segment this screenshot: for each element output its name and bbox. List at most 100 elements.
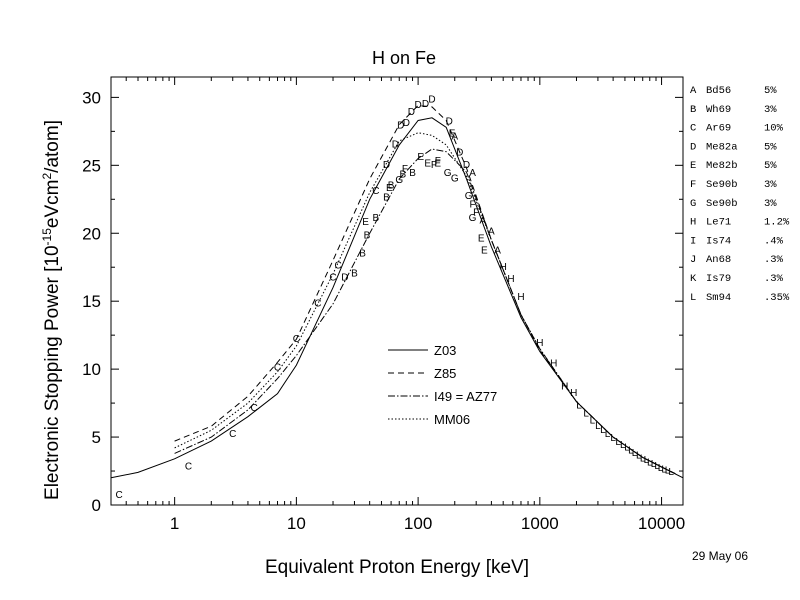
data-point-d: D [392, 140, 399, 151]
data-point-b: B [388, 180, 395, 191]
data-point-c: C [274, 362, 281, 373]
data-point-l: L [583, 409, 589, 420]
x-tick-label: 100 [404, 514, 432, 533]
data-point-b: B [359, 248, 366, 259]
source-error: 3% [764, 179, 777, 191]
data-point-d: D [408, 107, 415, 118]
data-point-e: E [434, 159, 441, 170]
source-ref: Bd56 [706, 85, 731, 97]
data-point-l: L [595, 421, 601, 432]
source-ref: Me82b [706, 160, 738, 172]
y-ticks: 0 5 10 15 20 25 30 [82, 88, 683, 515]
data-point-l: L [590, 415, 596, 426]
legend-label: Z85 [434, 366, 456, 381]
legend-label: Z03 [434, 343, 456, 358]
source-error: .4% [764, 235, 784, 247]
source-error: .35% [764, 292, 790, 304]
data-point-e: E [386, 183, 393, 194]
data-point-b: B [400, 169, 407, 180]
data-point-b: B [383, 193, 390, 204]
plot-frame [110, 76, 684, 506]
data-point-f: F [473, 208, 479, 219]
x-tick-label: 10 [287, 514, 306, 533]
data-point-e: E [481, 246, 488, 257]
data-point-l: L [665, 466, 671, 477]
data-point-a: A [451, 131, 458, 142]
legend: Z03 Z85 I49 = AZ77 MM06 [388, 343, 497, 427]
data-point-b: B [364, 231, 371, 242]
data-point-h: H [550, 358, 557, 369]
source-error: 1.2% [764, 217, 790, 229]
source-letter: C [690, 123, 696, 135]
data-point-c: C [185, 462, 192, 473]
data-point-c: C [334, 261, 341, 272]
source-ref: Se90b [706, 179, 738, 191]
x-tick-label: 1000 [521, 514, 559, 533]
source-error: 5% [764, 85, 777, 97]
y-tick-label: 15 [82, 292, 101, 311]
legend-label: I49 = AZ77 [434, 389, 497, 404]
source-ref: An68 [706, 254, 731, 266]
data-point-l: L [668, 467, 674, 478]
source-error: 5% [764, 160, 777, 172]
data-point-d: D [428, 95, 435, 106]
data-point-c: C [372, 186, 379, 197]
x-tick-label: 10000 [638, 514, 685, 533]
source-letter: J [690, 254, 696, 266]
curve-mm06 [174, 132, 676, 475]
data-point-d: D [456, 148, 463, 159]
data-point-d: D [403, 118, 410, 129]
data-point-c: C [293, 334, 300, 345]
source-letter: G [690, 198, 696, 210]
data-point-d: D [414, 100, 421, 111]
data-point-a: A [494, 246, 501, 257]
data-point-l: L [640, 453, 646, 464]
y-tick-label: 30 [82, 88, 101, 107]
source-table: A Bd56 5%B Wh69 3%C Ar69 10%D Me82a 5%E Me82b 5%F S… [690, 85, 790, 304]
data-point-d: D [397, 121, 404, 132]
source-error: 5% [764, 141, 777, 153]
data-point-l: L [624, 443, 630, 454]
chart-title: H on Fe [372, 48, 436, 68]
data-point-l: L [615, 437, 621, 448]
data-point-c: C [229, 429, 236, 440]
data-point-a: A [479, 216, 486, 227]
source-error: 10% [764, 123, 784, 135]
data-point-l: L [600, 425, 606, 436]
data-point-d: D [463, 160, 470, 171]
data-point-e: E [362, 217, 369, 228]
legend-label: MM06 [434, 412, 470, 427]
source-error: .3% [764, 254, 784, 266]
data-point-l: L [647, 458, 653, 469]
curves [110, 104, 684, 479]
data-point-l: L [610, 433, 616, 444]
data-point-g: G [395, 175, 403, 186]
data-point-l: L [658, 463, 664, 474]
data-point-f: F [431, 160, 437, 171]
data-point-g: G [469, 213, 477, 224]
data-point-h: H [570, 388, 577, 399]
data-point-g: G [444, 168, 452, 179]
data-point-d: D [341, 273, 348, 284]
data-point-l: L [632, 448, 638, 459]
source-letter: A [690, 85, 697, 97]
y-axis-label: Electronic Stopping Power [10-15eVcm2/at… [40, 120, 63, 500]
data-point-h: H [507, 274, 514, 285]
data-point-b: B [351, 269, 358, 280]
source-letter: L [690, 292, 696, 304]
source-ref: Is74 [706, 235, 731, 247]
source-ref: Le71 [706, 217, 731, 229]
data-point-c: C [116, 490, 123, 501]
data-point-l: L [661, 464, 667, 475]
data-point-b: B [373, 213, 380, 224]
source-letter: B [690, 104, 696, 116]
data-point-h: H [517, 292, 524, 303]
source-error: 3% [764, 104, 777, 116]
source-ref: Me82a [706, 141, 738, 153]
y-tick-label: 5 [92, 428, 101, 447]
source-ref: Is79 [706, 273, 731, 285]
data-point-g: G [465, 191, 473, 202]
date-note: 29 May 06 [692, 549, 748, 563]
